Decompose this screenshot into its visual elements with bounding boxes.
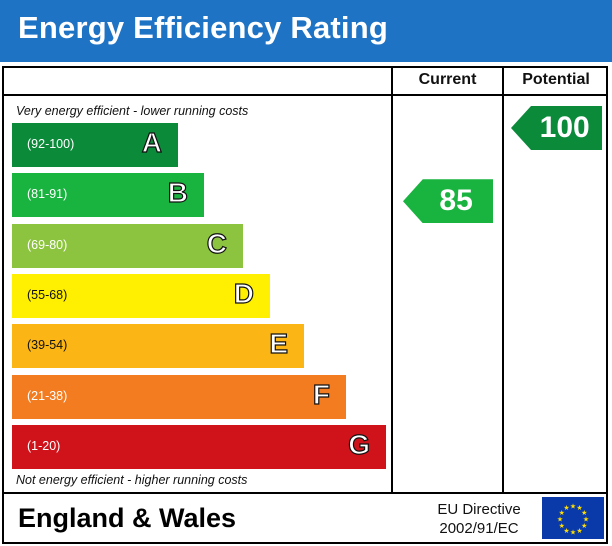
band-a: (92-100) A — [12, 123, 178, 167]
eu-star-icon: ★ — [570, 503, 576, 511]
eu-directive-line1: EU Directive — [437, 501, 521, 518]
band-b: (81-91) B — [12, 173, 204, 218]
eu-flag-stars: ★★★★★★★★★ ★ ★★ — [557, 503, 589, 537]
band-range-label: (81-91) — [27, 187, 68, 202]
band-range-label: (92-100) — [27, 137, 75, 151]
page-title: Energy Efficiency Rating — [18, 10, 389, 45]
band-letter-label: G — [348, 428, 371, 460]
band-letter-label: A — [141, 126, 162, 158]
eu-star-icon: ★ — [559, 509, 565, 517]
header-bar: Energy Efficiency Rating — [0, 0, 612, 62]
band-g: (1-20) G — [12, 424, 386, 469]
header-row-divider — [2, 94, 608, 96]
divider-current — [391, 66, 393, 494]
band-letter-label: C — [206, 227, 227, 259]
footer-divider — [2, 492, 608, 494]
band-letter-label: D — [233, 277, 254, 309]
band-range-label: (69-80) — [27, 237, 68, 252]
current-rating-arrow: 85 — [403, 179, 493, 224]
eu-star-icon: ★ — [583, 516, 589, 524]
band-letter-label: B — [167, 177, 188, 209]
potential-rating-value: 100 — [539, 111, 590, 144]
band-c: (69-80) C — [12, 223, 243, 268]
rating-frame — [2, 66, 608, 544]
column-current-header: Current — [418, 71, 477, 88]
eu-star-icon: ★ — [581, 522, 587, 530]
eu-directive-line2: 2002/91/EC — [439, 520, 519, 537]
band-range-label: (55-68) — [27, 287, 68, 302]
band-e: (39-54) E — [12, 324, 304, 369]
region-label: England & Wales — [18, 503, 237, 533]
band-d: (55-68) D — [12, 273, 270, 318]
eu-star-icon: ★ — [570, 529, 576, 537]
eu-star-icon: ★ — [563, 504, 569, 512]
potential-rating-arrow: 100 — [511, 106, 602, 150]
divider-potential — [502, 66, 504, 494]
eu-directive: EU Directive 2002/91/EC — [420, 500, 538, 538]
band-f: (21-38) F — [12, 374, 346, 419]
eu-star-icon: ★ — [559, 522, 565, 530]
eu-star-icon: ★ — [576, 504, 582, 512]
band-letter-label: F — [312, 378, 330, 410]
eu-star-icon: ★ — [576, 527, 582, 535]
band-range-label: (39-54) — [27, 338, 68, 353]
band-letter-label: E — [269, 328, 289, 360]
eu-star-icon: ★ — [557, 516, 563, 524]
eu-flag-icon: ★ ★ ★ ★ ★ ★ ★ ★ ★ ★ ★ ★ — [542, 497, 604, 539]
column-potential-header: Potential — [522, 71, 590, 88]
eu-star-icon: ★ — [563, 527, 569, 535]
eu-star-icon: ★ — [581, 509, 587, 517]
inefficient-note: Not energy efficient - higher running co… — [16, 473, 248, 487]
efficient-note: Very energy efficient - lower running co… — [16, 104, 249, 118]
band-range-label: (1-20) — [27, 438, 61, 453]
current-rating-value: 85 — [439, 184, 473, 218]
band-range-label: (21-38) — [27, 388, 68, 403]
